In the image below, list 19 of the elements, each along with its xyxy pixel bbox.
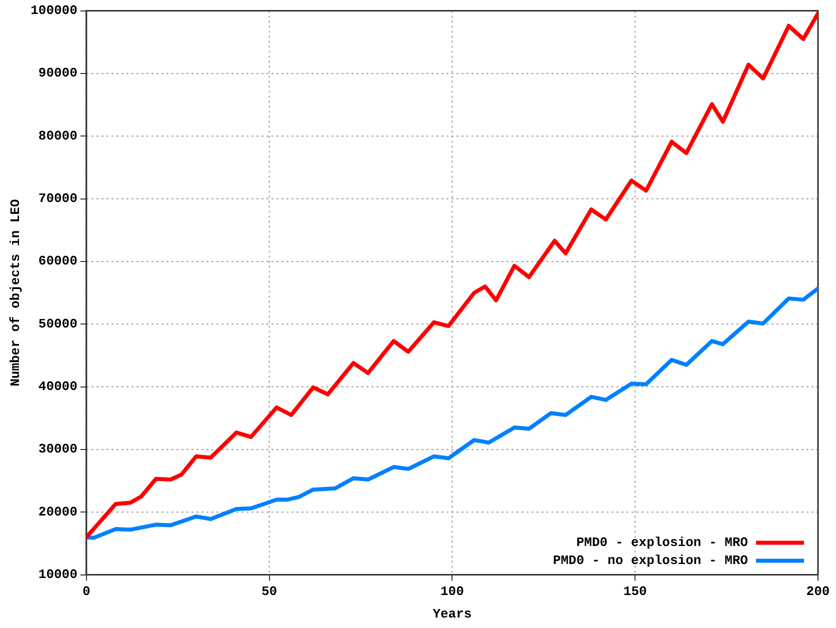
y-tick-label: 90000 [38, 66, 78, 81]
x-tick-label: 0 [82, 584, 90, 599]
x-axis-title: Years [432, 606, 472, 622]
x-tick-label: 150 [623, 584, 647, 599]
x-tick-label: 100 [440, 584, 464, 599]
y-tick-label: 70000 [38, 191, 78, 206]
y-tick-label: 80000 [38, 128, 78, 144]
y-tick-label: 40000 [38, 379, 78, 394]
y-tick-label: 50000 [38, 316, 78, 332]
x-tick-label: 50 [262, 584, 278, 599]
y-tick-label: 20000 [38, 504, 78, 520]
y-tick-label: 10000 [38, 567, 78, 582]
y-axis-title: Number of objects in LEO [8, 198, 24, 386]
legend-label: PMD0 - no explosion - MRO [552, 553, 748, 568]
x-tick-label: 200 [806, 584, 830, 599]
y-tick-label: 100000 [30, 3, 78, 18]
y-tick-label: 30000 [38, 442, 78, 457]
legend-label: PMD0 - explosion - MRO [576, 535, 748, 550]
y-tick-label: 60000 [38, 254, 78, 269]
